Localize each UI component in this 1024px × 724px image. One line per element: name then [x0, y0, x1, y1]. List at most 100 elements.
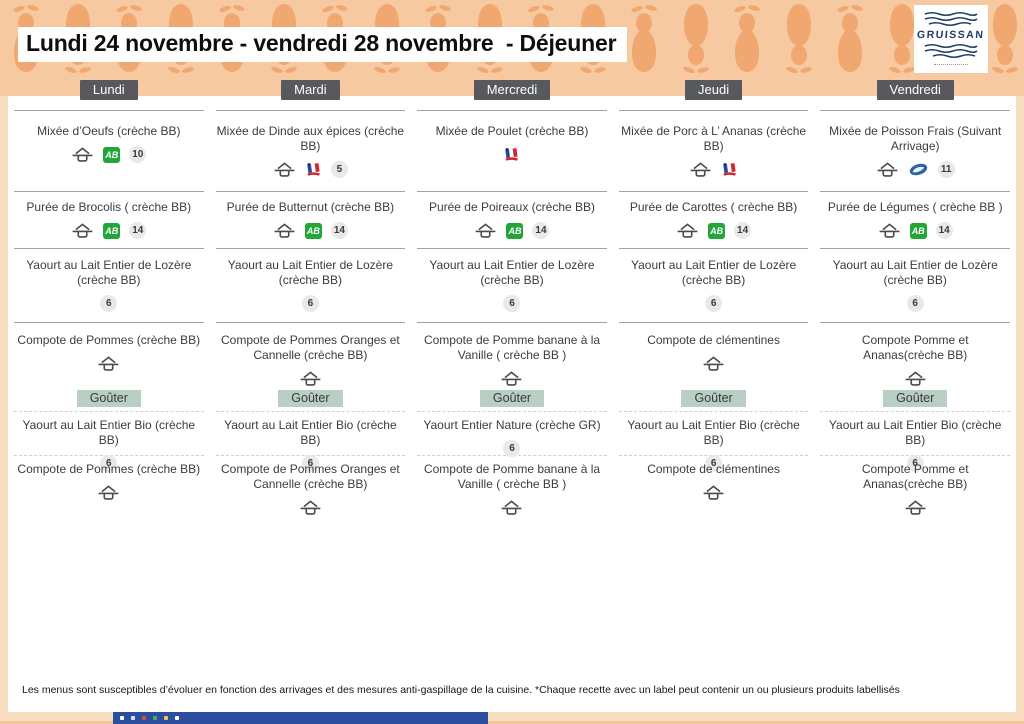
- menu-item-text: Mixée de Dinde aux épices (crèche BB): [216, 124, 405, 153]
- fait-maison-icon: [273, 161, 296, 178]
- fait-maison-icon: [904, 370, 927, 387]
- gouter-item-cell: Yaourt au Lait Entier Bio (crèche BB) 6: [215, 411, 406, 472]
- menu-item-cell: Mixée de Poisson Frais (Suivant Arrivage…: [820, 110, 1010, 191]
- gruissan-logo: GRUISSAN: [914, 5, 988, 73]
- fait-maison-icon: [299, 499, 322, 516]
- day-header-mercredi: Mercredi: [473, 80, 551, 100]
- menu-item-cell: Mixée de Porc à L’ Ananas (crèche BB): [618, 110, 809, 191]
- fait-maison-icon: [71, 222, 94, 239]
- menu-item-cell: Purée de Carottes ( crèche BB) AB 14: [618, 191, 809, 248]
- item-icons: [216, 499, 406, 516]
- item-icons: 6: [820, 295, 1010, 312]
- menu-item-text: Purée de Poireaux (crèche BB): [428, 200, 596, 214]
- menu-item-text: Mixée d’Oeufs (crèche BB): [37, 124, 181, 138]
- menu-item-text: Compote de Pommes Oranges et Cannelle (c…: [221, 333, 400, 362]
- menu-item-text: Mixée de Poisson Frais (Suivant Arrivage…: [829, 124, 1002, 153]
- allergen-count-badge: 14: [935, 222, 953, 239]
- item-icons: 6: [619, 295, 809, 312]
- menu-item-cell: Mixée de Poulet (crèche BB): [417, 110, 607, 191]
- item-icons: [820, 499, 1010, 516]
- menu-item-cell: Compote de clémentines: [618, 322, 809, 390]
- item-icons: AB 14: [417, 222, 607, 239]
- logo-waves-bottom-icon: [924, 43, 978, 58]
- day-header-vendredi: Vendredi: [876, 80, 954, 100]
- menu-columns: Mixée d’Oeufs (crèche BB) AB 10 Purée de Br…: [8, 96, 1016, 515]
- menu-item-text: Compote de Pommes (crèche BB): [17, 333, 201, 347]
- day-header-lundi: Lundi: [79, 80, 138, 100]
- gouter-item-text: Yaourt au Lait Entier Bio (crèche BB): [828, 418, 1002, 447]
- fait-maison-icon: [97, 484, 120, 501]
- gouter-item-text: Compote de Pommes (crèche BB): [17, 462, 201, 476]
- item-icons: 6: [417, 295, 607, 312]
- item-icons: 6: [216, 295, 406, 312]
- gouter-label: Goûter: [76, 390, 141, 407]
- allergen-count-badge: 5: [330, 161, 348, 178]
- item-icons: 6: [619, 455, 809, 472]
- menu-item-cell: Yaourt au Lait Entier de Lozère (crèche …: [618, 248, 809, 322]
- gouter-item-cell: Compote Pomme et Ananas(crèche BB): [820, 455, 1010, 515]
- ab-bio-icon: AB: [103, 146, 121, 163]
- gouter-item-cell: Yaourt au Lait Entier Bio (crèche BB) 6: [820, 411, 1010, 472]
- allergen-count-badge: 14: [734, 222, 752, 239]
- menu-item-text: Purée de Carottes ( crèche BB): [629, 200, 798, 214]
- header-band: Lundi 24 novembre - vendredi 28 novembre…: [0, 0, 1024, 96]
- menu-item-text: Compote de clémentines: [647, 333, 780, 347]
- day-column-vendredi: Mixée de Poisson Frais (Suivant Arrivage…: [814, 96, 1016, 515]
- item-icons: AB 14: [14, 222, 204, 239]
- gouter-item-cell: Yaourt au Lait Entier Bio (crèche BB) 6: [14, 411, 204, 472]
- allergen-count-badge: 6: [100, 455, 118, 472]
- menu-item-cell: Yaourt au Lait Entier de Lozère (crèche …: [417, 248, 607, 322]
- gouter-item-cell: Compote de clémentines: [618, 455, 809, 515]
- item-icons: 6: [417, 440, 607, 457]
- item-icons: 6: [216, 455, 406, 472]
- gouter-item-text: Yaourt au Lait Entier Bio (crèche BB): [22, 418, 196, 447]
- gouter-chip-row: Goûter: [417, 390, 607, 411]
- menu-item-text: Purée de Brocolis ( crèche BB): [26, 200, 192, 214]
- item-icons: 6: [14, 295, 204, 312]
- item-icons: [216, 370, 406, 387]
- menu-item-cell: Mixée de Dinde aux épices (crèche BB) 5: [215, 110, 406, 191]
- day-header-jeudi: Jeudi: [685, 80, 743, 100]
- fait-maison-icon: [689, 161, 712, 178]
- allergen-count-badge: 6: [705, 295, 723, 312]
- allergen-count-badge: 6: [100, 295, 118, 312]
- day-header-mardi: Mardi: [281, 80, 340, 100]
- item-icons: [417, 499, 607, 516]
- menu-item-cell: Compote de Pommes (crèche BB): [14, 322, 204, 390]
- gouter-item-text: Compote Pomme et Ananas(crèche BB): [861, 462, 969, 491]
- fait-maison-icon: [500, 499, 523, 516]
- item-icons: 6: [820, 455, 1010, 472]
- gouter-label: Goûter: [681, 390, 746, 407]
- menu-item-cell: Compote Pomme et Ananas(crèche BB): [820, 322, 1010, 390]
- gouter-item-text: Compote de clémentines: [647, 462, 780, 476]
- menu-item-text: Yaourt au Lait Entier de Lozère (crèche …: [26, 258, 192, 287]
- menu-item-cell: Purée de Légumes ( crèche BB ) AB 14: [820, 191, 1010, 248]
- gouter-item-cell: Compote de Pommes (crèche BB): [14, 455, 204, 515]
- gouter-label: Goûter: [479, 390, 545, 407]
- menu-item-text: Yaourt au Lait Entier de Lozère (crèche …: [429, 258, 595, 287]
- france-flag-icon: [305, 162, 322, 177]
- menu-item-cell: Compote de Pommes Oranges et Cannelle (c…: [215, 322, 406, 390]
- item-icons: AB 14: [619, 222, 809, 239]
- item-icons: [820, 370, 1010, 387]
- allergen-count-badge: 6: [301, 295, 319, 312]
- logo-waves-top-icon: [924, 11, 978, 26]
- ab-bio-icon: AB: [909, 222, 927, 239]
- allergen-count-badge: 11: [937, 161, 955, 178]
- gouter-chip-row: Goûter: [14, 390, 204, 411]
- item-icons: AB 10: [14, 146, 204, 163]
- menu-item-text: Purée de Butternut (crèche BB): [226, 200, 395, 214]
- item-icons: 6: [14, 455, 204, 472]
- fait-maison-icon: [500, 370, 523, 387]
- menu-item-cell: Purée de Brocolis ( crèche BB) AB 14: [14, 191, 204, 248]
- gouter-item-text: Yaourt Entier Nature (crèche GR): [423, 418, 601, 432]
- fait-maison-icon: [878, 222, 901, 239]
- menu-item-text: Compote Pomme et Ananas(crèche BB): [861, 333, 969, 362]
- item-icons: [14, 355, 204, 372]
- item-icons: AB 14: [216, 222, 406, 239]
- allergen-count-badge: 6: [301, 455, 319, 472]
- item-icons: [619, 161, 809, 178]
- gouter-item-text: Compote de Pomme banane à la Vanille ( c…: [423, 462, 601, 491]
- menu-item-text: Yaourt au Lait Entier de Lozère (crèche …: [227, 258, 393, 287]
